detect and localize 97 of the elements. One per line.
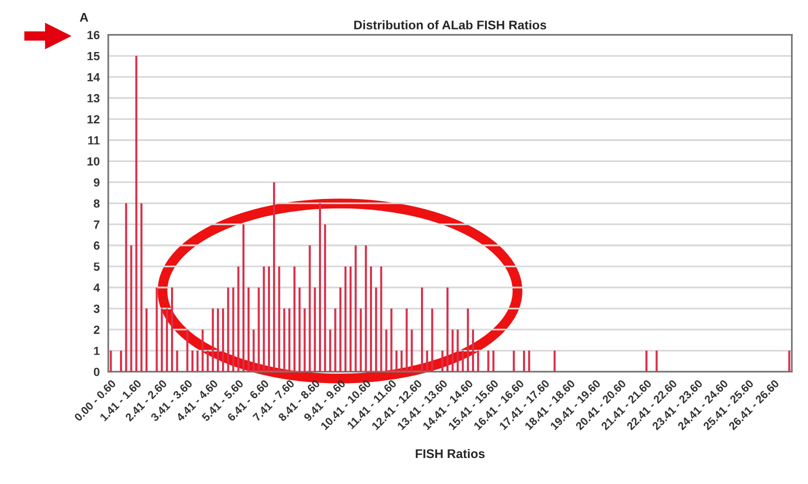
- y-tick-label: 14: [88, 73, 100, 82]
- bar: [406, 308, 408, 372]
- bar: [232, 287, 234, 372]
- bar: [202, 330, 204, 372]
- bar: [130, 245, 132, 372]
- bar: [512, 350, 515, 372]
- bar: [248, 287, 250, 372]
- bar: [135, 56, 138, 372]
- y-tick-label: 11: [88, 136, 100, 144]
- bar: [385, 330, 388, 372]
- y-tick-label: 0: [94, 368, 100, 376]
- y-tick-label: 10: [88, 157, 100, 166]
- x-axis-title: FISH Ratios: [416, 448, 485, 458]
- bar: [125, 203, 128, 372]
- bar: [298, 287, 301, 372]
- y-tick-label: 6: [94, 241, 100, 250]
- bar: [410, 330, 413, 372]
- bar: [110, 350, 112, 372]
- bar: [318, 203, 321, 372]
- bar: [339, 287, 342, 372]
- bar: [176, 350, 178, 372]
- bar: [288, 308, 290, 372]
- bar: [466, 308, 469, 372]
- y-tick-label: 13: [88, 94, 100, 102]
- bar: [273, 182, 276, 372]
- y-tick-label: 15: [88, 52, 100, 60]
- bar: [268, 266, 270, 372]
- bar: [523, 350, 526, 372]
- y-tick-label: 4: [94, 284, 100, 292]
- bar: [400, 350, 403, 372]
- bar: [278, 266, 280, 372]
- bar: [344, 266, 346, 372]
- bar: [314, 287, 316, 372]
- bar: [380, 266, 382, 372]
- bar: [788, 350, 790, 372]
- bar: [441, 350, 444, 372]
- y-tick-label: 8: [94, 199, 100, 208]
- text: A: [80, 13, 88, 22]
- bar: [222, 308, 224, 372]
- bar: [477, 350, 480, 372]
- bar: [426, 350, 428, 372]
- bar: [206, 350, 209, 372]
- bar: [452, 330, 454, 372]
- bar: [171, 287, 174, 372]
- bar: [395, 350, 398, 372]
- bar: [492, 350, 494, 372]
- bar: [431, 308, 434, 372]
- bar: [324, 224, 326, 372]
- bar: [262, 266, 265, 372]
- bar: [191, 350, 194, 372]
- bar: [656, 350, 658, 372]
- bar: [252, 330, 255, 372]
- bar: [146, 308, 148, 372]
- bar: [528, 350, 530, 372]
- bar: [304, 308, 306, 372]
- bar: [370, 266, 372, 372]
- bar: [472, 330, 474, 372]
- y-tick-label: 1: [94, 346, 100, 355]
- bar: [156, 287, 158, 372]
- bar: [645, 350, 648, 372]
- y-tick-label: 3: [94, 304, 100, 313]
- bar: [242, 224, 244, 372]
- bar: [487, 350, 490, 372]
- bar: [375, 287, 378, 372]
- bar: [160, 308, 163, 372]
- bar: [283, 308, 286, 372]
- bar: [140, 203, 142, 372]
- bar: [166, 308, 168, 372]
- bar: [216, 308, 219, 372]
- bar: [334, 308, 336, 372]
- bar: [390, 308, 392, 372]
- bar: [329, 330, 332, 372]
- bar: [350, 266, 352, 372]
- bar: [196, 350, 199, 372]
- bar: [237, 266, 240, 372]
- bar: [293, 266, 296, 372]
- y-tick-label: 2: [94, 326, 100, 334]
- y-tick-label: 9: [94, 178, 100, 187]
- y-tick-label: 5: [94, 262, 100, 271]
- bar: [212, 308, 214, 372]
- bar: [227, 287, 230, 372]
- bar: [554, 350, 556, 372]
- bar: [420, 287, 424, 372]
- bar: [364, 245, 367, 372]
- bar: [462, 350, 464, 372]
- bar: [308, 245, 311, 372]
- chart-title: Distribution of ALab FISH Ratios: [354, 20, 546, 30]
- bar: [120, 350, 122, 372]
- y-tick-label: 16: [88, 30, 100, 40]
- bar: [360, 308, 362, 372]
- bar: [456, 330, 459, 372]
- y-tick-label: 12: [88, 115, 100, 124]
- bar: [354, 245, 357, 372]
- bar: [446, 287, 449, 372]
- bar: [186, 330, 188, 372]
- y-tick-label: 7: [94, 220, 100, 229]
- bar: [258, 287, 260, 372]
